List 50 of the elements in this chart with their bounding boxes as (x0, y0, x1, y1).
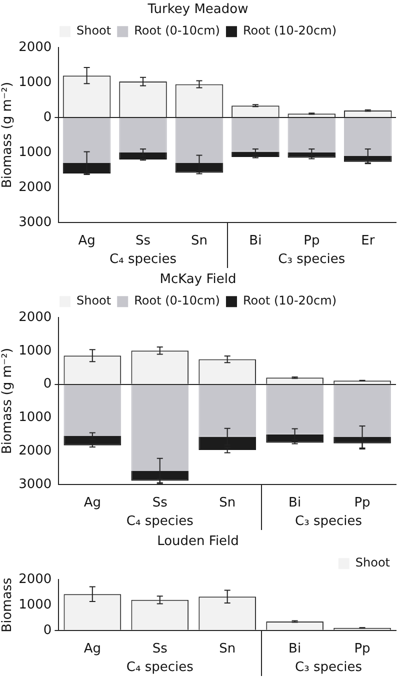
x-tick-label: Ss (135, 234, 151, 249)
x-tick-label: Ss (152, 496, 168, 511)
legend-label: Root (0-10cm) (134, 294, 220, 308)
legend-label: Shoot (76, 294, 112, 308)
legend-label: Root (10-20cm) (242, 24, 337, 38)
y-tick-label: 1000 (18, 343, 52, 358)
x-tick-label: Ag (84, 642, 101, 657)
x-tick-label: Ss (152, 642, 168, 657)
x-tick-label: Pp (354, 642, 370, 657)
x-tick-label: Pp (354, 496, 370, 511)
chart-title: Turkey Meadow (146, 2, 249, 18)
y-tick-label: 2000 (18, 180, 52, 195)
y-tick-label: 3000 (18, 476, 52, 492)
y-tick-label: 1000 (18, 144, 52, 160)
x-tick-label: Ag (84, 496, 101, 511)
x-tick-label: Sn (219, 642, 236, 657)
legend-label: Shoot (76, 24, 112, 38)
legend-label: Root (0-10cm) (134, 24, 220, 38)
y-tick-label: 0 (43, 622, 52, 638)
y-tick-label: 3000 (18, 214, 52, 230)
text: C₃ species (278, 252, 346, 267)
text: C₃ species (295, 660, 362, 675)
y-tick-label: 1000 (18, 597, 52, 612)
x-tick-label: Sn (219, 496, 236, 511)
chart-title: Louden Field (157, 534, 239, 550)
chart-title: McKay Field (160, 272, 236, 288)
x-tick-label: Bi (288, 642, 302, 657)
legend-label: Shoot (355, 556, 390, 570)
y-tick-label: 1000 (18, 410, 52, 426)
y-tick-label: 0 (43, 376, 52, 392)
y-axis-title: Biomass (g m⁻²) (0, 82, 16, 188)
y-tick-label: 2000 (18, 310, 52, 325)
y-tick-label: 2000 (18, 572, 52, 587)
x-tick-label: Bi (288, 496, 302, 511)
x-tick-label: Pp (304, 234, 320, 249)
y-tick-label: 1000 (18, 74, 52, 90)
y-axis-title: Biomass (0, 577, 16, 632)
text: C₄ species (126, 514, 194, 529)
y-tick-label: 0 (43, 110, 52, 125)
legend-label: Root (10-20cm) (242, 294, 337, 308)
x-tick-label: Sn (190, 234, 208, 249)
text: C₄ species (110, 252, 177, 267)
x-tick-label: Bi (249, 234, 262, 249)
x-tick-label: Ag (78, 234, 96, 249)
y-axis-title: Biomass (g m⁻²) (0, 348, 16, 454)
y-tick-label: 2000 (18, 40, 52, 55)
text: C₃ species (295, 514, 362, 529)
y-tick-label: 2000 (18, 443, 52, 458)
x-tick-label: Er (361, 234, 376, 249)
text: C₄ species (126, 660, 194, 675)
